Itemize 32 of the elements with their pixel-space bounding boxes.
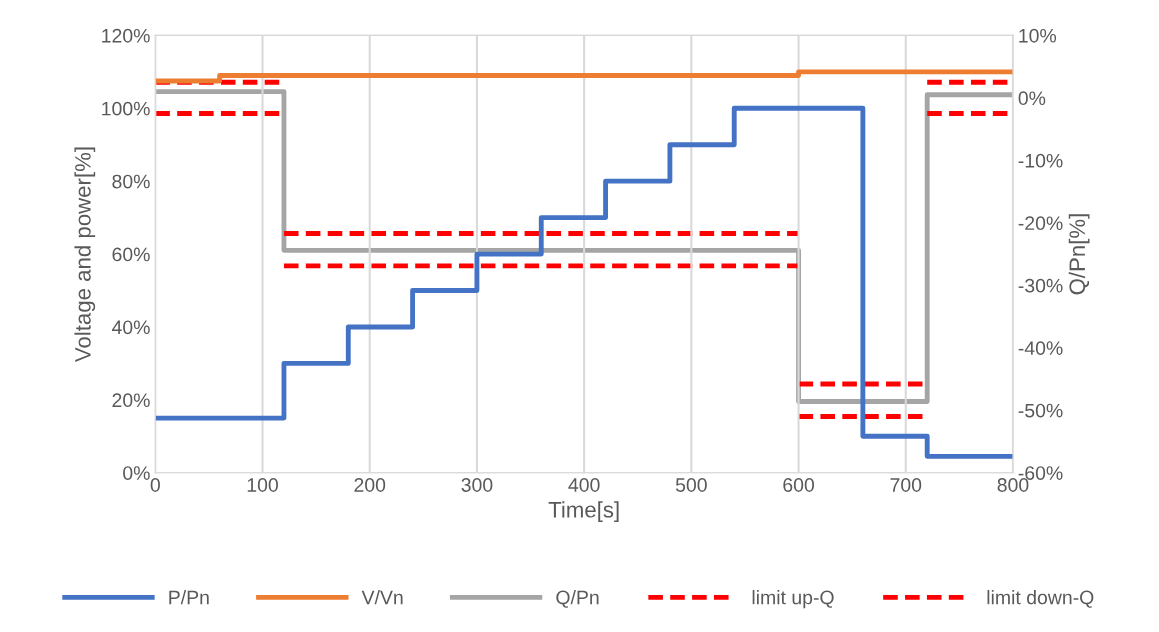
legend-label: limit up-Q — [752, 590, 834, 609]
x-tick-label: 700 — [890, 478, 922, 492]
y-tick-label: 20% — [112, 393, 150, 408]
y2-tick-label: -60% — [1018, 466, 1063, 480]
legend-label: limit down-Q — [987, 590, 1094, 608]
y-axis-title: Voltage and power[%] — [74, 147, 96, 363]
legend-label: V/Vn — [361, 590, 403, 605]
y-tick-label: 40% — [111, 320, 150, 335]
x-tick-label: 800 — [997, 478, 1029, 492]
x-tick-label: 500 — [675, 478, 707, 492]
y2-tick-label: -40% — [1018, 341, 1063, 356]
x-tick-label: 100 — [247, 478, 278, 492]
legend-label: Q/Pn — [556, 590, 599, 608]
x-tick-label: 400 — [568, 478, 600, 492]
y2-axis-title: Q/Pn[%] — [1068, 214, 1090, 295]
y2-tick-label: 0% — [1018, 91, 1046, 106]
y2-tick-label: -50% — [1018, 403, 1063, 418]
y2-tick-label: 10% — [1019, 28, 1057, 43]
y2-tick-label: -10% — [1018, 153, 1063, 168]
legend-label: P/Pn — [169, 590, 209, 605]
x-axis-title: Time[s] — [548, 501, 619, 522]
y2-tick-label: -20% — [1018, 216, 1063, 231]
y-tick-label: 60% — [112, 247, 150, 262]
x-tick-label: 600 — [783, 478, 815, 492]
x-tick-label: 300 — [461, 478, 493, 492]
y-tick-label: 120% — [102, 28, 150, 43]
y2-tick-label: -30% — [1018, 278, 1063, 293]
y-tick-label: 0% — [123, 466, 150, 480]
x-tick-label: 0 — [150, 478, 160, 492]
y-tick-label: 100% — [102, 101, 150, 116]
y-tick-label: 80% — [112, 174, 150, 189]
x-tick-label: 200 — [354, 478, 386, 492]
